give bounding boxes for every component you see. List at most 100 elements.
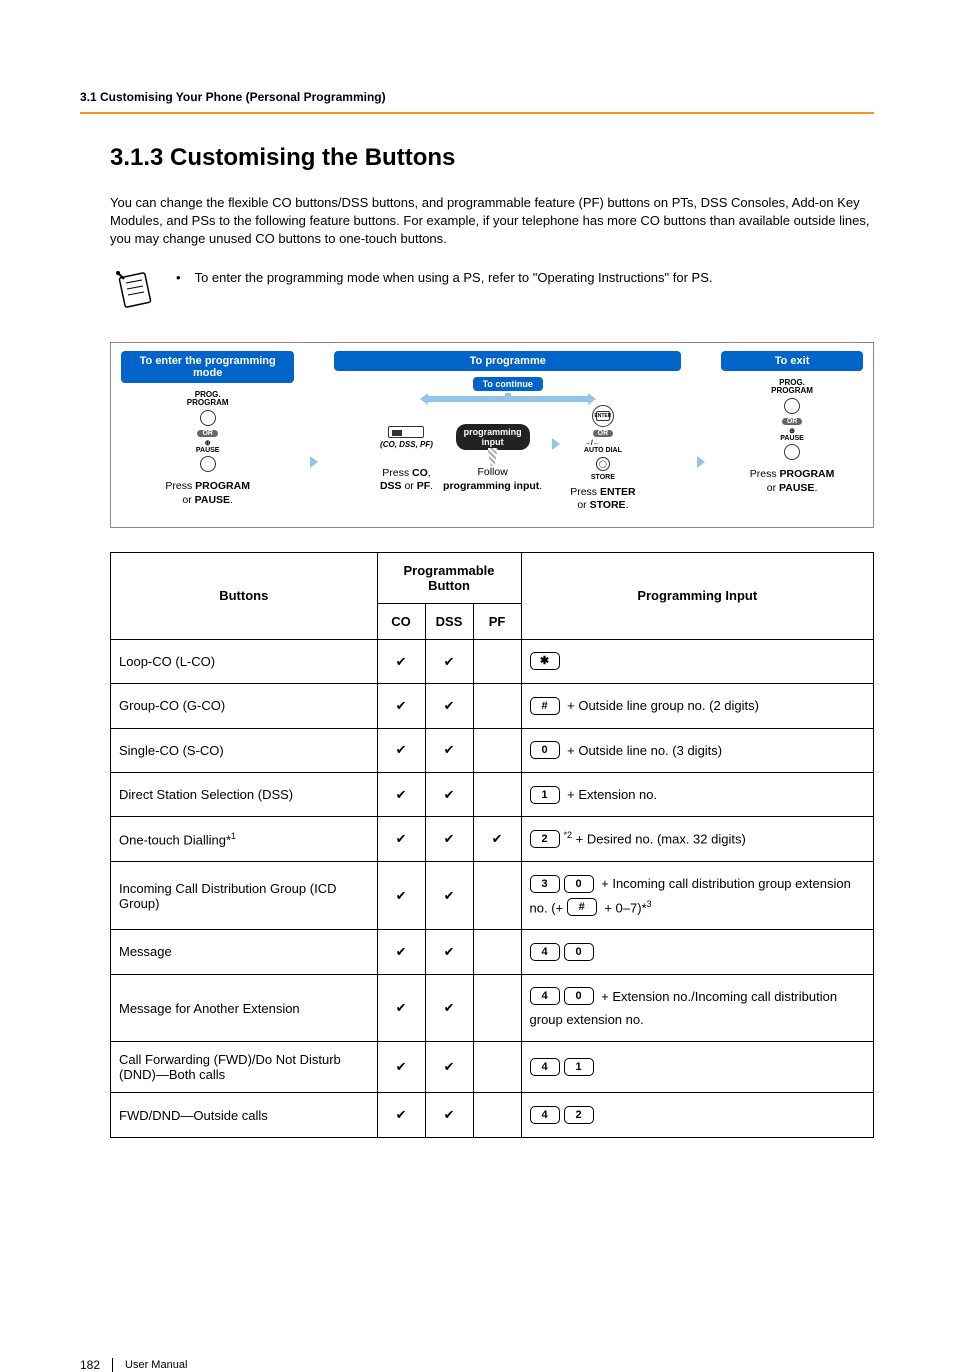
arrow-icon (552, 438, 560, 450)
flow-diagram: To enter the programming mode PROG.PROGR… (110, 342, 874, 528)
intro-paragraph: You can change the flexible CO buttons/D… (110, 194, 874, 249)
cell-button-name: Loop-CO (L-CO) (111, 639, 378, 683)
cell-dss: ✔ (425, 1093, 473, 1137)
note-text: To enter the programming mode when using… (195, 269, 713, 287)
co-button-icon (388, 426, 424, 438)
th-programmable: Programmable Button (377, 552, 521, 603)
prog-label-sub: PROGRAM (771, 386, 813, 395)
cell-dss: ✔ (425, 773, 473, 817)
autodial-label: AUTO DIAL (584, 447, 622, 454)
table-row: Single-CO (S-CO)✔✔0 + Outside line no. (… (111, 728, 874, 772)
cell-pf (473, 1042, 521, 1093)
cell-co: ✔ (377, 974, 425, 1042)
feature-table: Buttons Programmable Button Programming … (110, 552, 874, 1138)
cell-co: ✔ (377, 1042, 425, 1093)
cell-pf (473, 773, 521, 817)
or-pill: OR (782, 418, 803, 425)
cell-dss: ✔ (425, 862, 473, 930)
cell-dss: ✔ (425, 974, 473, 1042)
cell-button-name: Direct Station Selection (DSS) (111, 773, 378, 817)
cell-dss: ✔ (425, 639, 473, 683)
th-input: Programming Input (521, 552, 873, 639)
flow-exit-caption: Press PROGRAM or PAUSE. (750, 468, 835, 495)
cell-button-name: Single-CO (S-CO) (111, 728, 378, 772)
cell-dss: ✔ (425, 1042, 473, 1093)
cell-co: ✔ (377, 773, 425, 817)
prog-label-top: PROG. (195, 390, 221, 399)
store-button-icon: ◯ (596, 457, 610, 471)
enter-button-icon: ENTER (592, 405, 614, 427)
cell-programming-input: ✱ (521, 639, 873, 683)
flow-enter-caption2: Press ENTER or STORE. (570, 486, 635, 513)
table-row: Message✔✔40 (111, 930, 874, 974)
or-pill: OR (593, 430, 614, 437)
th-buttons: Buttons (111, 552, 378, 639)
flow-continue-header: To continue (473, 377, 543, 391)
footer-label: User Manual (125, 1359, 187, 1371)
flow-co-caption: Press CO, DSS or PF. (380, 467, 433, 494)
cell-button-name: Message (111, 930, 378, 974)
cell-programming-input: 40 + Extension no./Incoming call distrib… (521, 974, 873, 1042)
cell-pf (473, 728, 521, 772)
flow-exit-header: To exit (721, 351, 863, 371)
cell-button-name: Message for Another Extension (111, 974, 378, 1042)
pause-icon: ⊕PAUSE (780, 427, 804, 442)
page-number: 182 (80, 1358, 100, 1372)
cell-pf (473, 639, 521, 683)
cell-co: ✔ (377, 862, 425, 930)
cell-programming-input: 41 (521, 1042, 873, 1093)
cell-dss: ✔ (425, 930, 473, 974)
cell-dss: ✔ (425, 817, 473, 862)
programming-input-pill: programminginput (456, 424, 530, 450)
table-row: Call Forwarding (FWD)/Do Not Disturb (DN… (111, 1042, 874, 1093)
cell-pf (473, 684, 521, 728)
cell-pf (473, 862, 521, 930)
arrow-icon (310, 456, 318, 468)
loop-arrow-icon (408, 393, 608, 405)
bullet-dot: • (176, 269, 181, 287)
cell-dss: ✔ (425, 728, 473, 772)
prog-label-sub: PROGRAM (187, 398, 229, 407)
th-co: CO (377, 603, 425, 639)
th-dss: DSS (425, 603, 473, 639)
cell-button-name: FWD/DND—Outside calls (111, 1093, 378, 1137)
cell-pf: ✔ (473, 817, 521, 862)
pause-icon: ⊕PAUSE (196, 439, 220, 454)
section-title: 3.1.3 Customising the Buttons (110, 144, 874, 172)
cell-pf (473, 930, 521, 974)
flow-programme-header: To programme (334, 351, 681, 371)
th-pf: PF (473, 603, 521, 639)
cell-programming-input: 40 (521, 930, 873, 974)
page-footer: 182 User Manual (0, 1358, 954, 1372)
cell-co: ✔ (377, 684, 425, 728)
table-row: Direct Station Selection (DSS)✔✔1 + Exte… (111, 773, 874, 817)
cell-programming-input: 0 + Outside line no. (3 digits) (521, 728, 873, 772)
cell-co: ✔ (377, 817, 425, 862)
cell-dss: ✔ (425, 684, 473, 728)
cell-co: ✔ (377, 728, 425, 772)
cell-button-name: Incoming Call Distribution Group (ICD Gr… (111, 862, 378, 930)
co-button-label: (CO, DSS, PF) (380, 440, 433, 449)
cell-pf (473, 1093, 521, 1137)
cell-button-name: One-touch Dialling*1 (111, 817, 378, 862)
table-row: One-touch Dialling*1✔✔✔2*2 + Desired no.… (111, 817, 874, 862)
table-row: Message for Another Extension✔✔40 + Exte… (111, 974, 874, 1042)
prog-label-top: PROG. (779, 378, 805, 387)
cell-programming-input: 30 + Incoming call distribution group ex… (521, 862, 873, 930)
table-row: FWD/DND—Outside calls✔✔42 (111, 1093, 874, 1137)
note-row: • To enter the programming mode when usi… (110, 265, 874, 318)
cell-programming-input: 2*2 + Desired no. (max. 32 digits) (521, 817, 873, 862)
cell-co: ✔ (377, 930, 425, 974)
cell-co: ✔ (377, 1093, 425, 1137)
note-icon (110, 265, 158, 318)
flow-progin-caption: Followprogramming input. (443, 466, 542, 493)
cell-button-name: Call Forwarding (FWD)/Do Not Disturb (DN… (111, 1042, 378, 1093)
arrow-icon (697, 456, 705, 468)
running-head: 3.1 Customising Your Phone (Personal Pro… (80, 90, 874, 104)
table-row: Incoming Call Distribution Group (ICD Gr… (111, 862, 874, 930)
cell-programming-input: # + Outside line group no. (2 digits) (521, 684, 873, 728)
orange-rule (80, 112, 874, 114)
table-row: Loop-CO (L-CO)✔✔✱ (111, 639, 874, 683)
cell-button-name: Group-CO (G-CO) (111, 684, 378, 728)
cell-co: ✔ (377, 639, 425, 683)
